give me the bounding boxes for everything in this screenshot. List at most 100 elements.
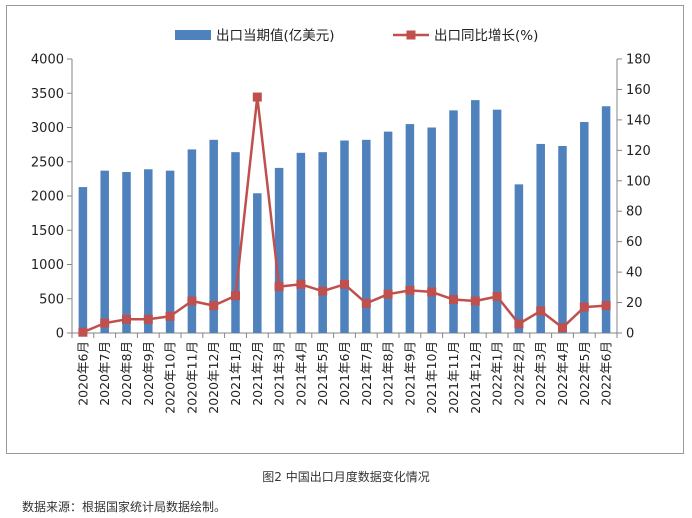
left-axis-tick-label: 1500 bbox=[31, 224, 64, 239]
legend-bar-label: 出口当期值(亿美元) bbox=[216, 28, 335, 44]
left-axis-tick-label: 3000 bbox=[31, 121, 64, 136]
legend-line-label: 出口同比增长(%) bbox=[434, 28, 538, 44]
line-point bbox=[492, 291, 502, 301]
x-axis-tick-label: 2021年11月 bbox=[446, 341, 461, 414]
right-axis-tick-label: 180 bbox=[626, 53, 651, 68]
line-point bbox=[405, 285, 415, 295]
x-axis-tick-label: 2020年8月 bbox=[119, 341, 134, 406]
bar bbox=[122, 172, 131, 333]
x-axis-tick-label: 2020年10月 bbox=[163, 341, 178, 414]
x-axis-tick-label: 2020年9月 bbox=[141, 341, 156, 406]
x-axis-tick-label: 2021年1月 bbox=[228, 341, 243, 406]
bar bbox=[100, 170, 109, 333]
line-point bbox=[231, 291, 240, 301]
left-axis-tick-label: 1000 bbox=[31, 258, 64, 273]
bar bbox=[253, 193, 262, 333]
x-axis-tick-label: 2020年7月 bbox=[97, 341, 112, 406]
bar bbox=[492, 109, 502, 333]
line-point bbox=[579, 302, 589, 312]
bar bbox=[427, 127, 436, 333]
left-axis-tick-label: 3500 bbox=[31, 87, 64, 102]
left-axis-tick-label: 500 bbox=[39, 292, 64, 307]
right-axis-tick-label: 160 bbox=[626, 83, 651, 98]
bar bbox=[274, 167, 284, 333]
x-axis-tick-label: 2021年8月 bbox=[381, 341, 396, 406]
bar bbox=[187, 149, 197, 333]
line-point bbox=[296, 279, 306, 289]
bar bbox=[340, 140, 349, 333]
chart-svg: 0 500 1000 1500 2000 2500 3000 3500 4000 0 20 40 60 8… bbox=[31, 28, 651, 414]
x-axis-tick-label: 2022年3月 bbox=[533, 341, 548, 406]
x-axis-tick-label: 2021年10月 bbox=[424, 341, 439, 414]
source-note: 数据来源：根据国家统计局数据绘制。 bbox=[22, 500, 227, 514]
left-axis-tick-label: 2500 bbox=[31, 155, 64, 170]
x-axis-tick-label: 2022年4月 bbox=[555, 341, 570, 406]
line-point bbox=[100, 318, 110, 328]
figure-caption: 图2 中国出口月度数据变化情况 bbox=[262, 470, 430, 484]
left-axis-tick-label: 4000 bbox=[31, 53, 64, 68]
x-axis-tick-label: 2022年2月 bbox=[511, 341, 526, 406]
line-point bbox=[601, 301, 611, 311]
x-axis-tick-label: 2021年7月 bbox=[359, 341, 374, 406]
line-point bbox=[470, 296, 480, 306]
line-point bbox=[143, 314, 153, 324]
line-point bbox=[165, 311, 175, 321]
x-axis-tick-label: 2021年6月 bbox=[337, 341, 352, 406]
bar bbox=[165, 170, 175, 333]
bar bbox=[471, 100, 480, 333]
line-point bbox=[274, 282, 284, 292]
line-point bbox=[383, 289, 393, 299]
line-point bbox=[318, 286, 328, 296]
bar bbox=[144, 169, 153, 333]
legend-line-marker bbox=[406, 30, 416, 40]
line-point bbox=[340, 279, 349, 289]
x-axis-tick-label: 2021年5月 bbox=[315, 341, 330, 406]
chart-frame: 0 500 1000 1500 2000 2500 3000 3500 4000 0 20 40 60 8… bbox=[6, 5, 684, 454]
bar bbox=[209, 139, 218, 333]
x-axis-tick-label: 2021年4月 bbox=[293, 341, 308, 406]
right-axis-tick-label: 140 bbox=[626, 113, 651, 128]
x-axis-tick-label: 2020年12月 bbox=[206, 341, 221, 414]
bar bbox=[318, 152, 327, 333]
x-axis-tick-label: 2022年1月 bbox=[490, 341, 505, 406]
x-axis-tick-label: 2021年12月 bbox=[468, 341, 483, 414]
right-axis-tick-label: 60 bbox=[626, 235, 643, 250]
bar bbox=[601, 106, 611, 333]
x-axis-tick-label: 2020年11月 bbox=[184, 341, 199, 414]
bar bbox=[449, 110, 458, 333]
x-axis-tick-label: 2020年6月 bbox=[75, 341, 90, 406]
bar bbox=[231, 152, 240, 333]
right-axis-tick-label: 20 bbox=[626, 296, 643, 311]
bar bbox=[383, 131, 393, 333]
bar bbox=[405, 124, 415, 333]
bar bbox=[558, 145, 567, 333]
right-axis-tick-label: 100 bbox=[626, 174, 651, 189]
line-point bbox=[536, 306, 546, 316]
bar bbox=[362, 139, 371, 333]
line-point bbox=[252, 92, 262, 102]
legend-bar-swatch bbox=[175, 30, 211, 40]
line-point bbox=[187, 296, 197, 306]
right-axis-tick-label: 80 bbox=[626, 205, 643, 220]
line-point bbox=[558, 323, 567, 333]
left-axis-tick-label: 2000 bbox=[31, 190, 64, 205]
line-point bbox=[122, 314, 131, 324]
bar bbox=[514, 184, 524, 333]
right-axis-tick-label: 0 bbox=[626, 327, 634, 342]
bar bbox=[78, 187, 88, 333]
x-axis-tick-label: 2022年5月 bbox=[577, 341, 592, 406]
bar bbox=[580, 122, 589, 334]
bar bbox=[536, 143, 545, 333]
line-point bbox=[361, 298, 371, 308]
line-point bbox=[449, 295, 458, 305]
x-axis-tick-label: 2021年3月 bbox=[272, 341, 287, 406]
bar bbox=[296, 152, 306, 333]
line-point bbox=[427, 287, 437, 297]
x-axis-tick-label: 2021年9月 bbox=[402, 341, 417, 406]
x-axis-tick-label: 2022年6月 bbox=[599, 341, 614, 406]
line-point bbox=[514, 319, 524, 329]
line-point bbox=[78, 327, 88, 337]
line-point bbox=[209, 301, 219, 311]
right-axis-tick-label: 120 bbox=[626, 144, 651, 159]
left-axis-tick-label: 0 bbox=[56, 327, 64, 342]
